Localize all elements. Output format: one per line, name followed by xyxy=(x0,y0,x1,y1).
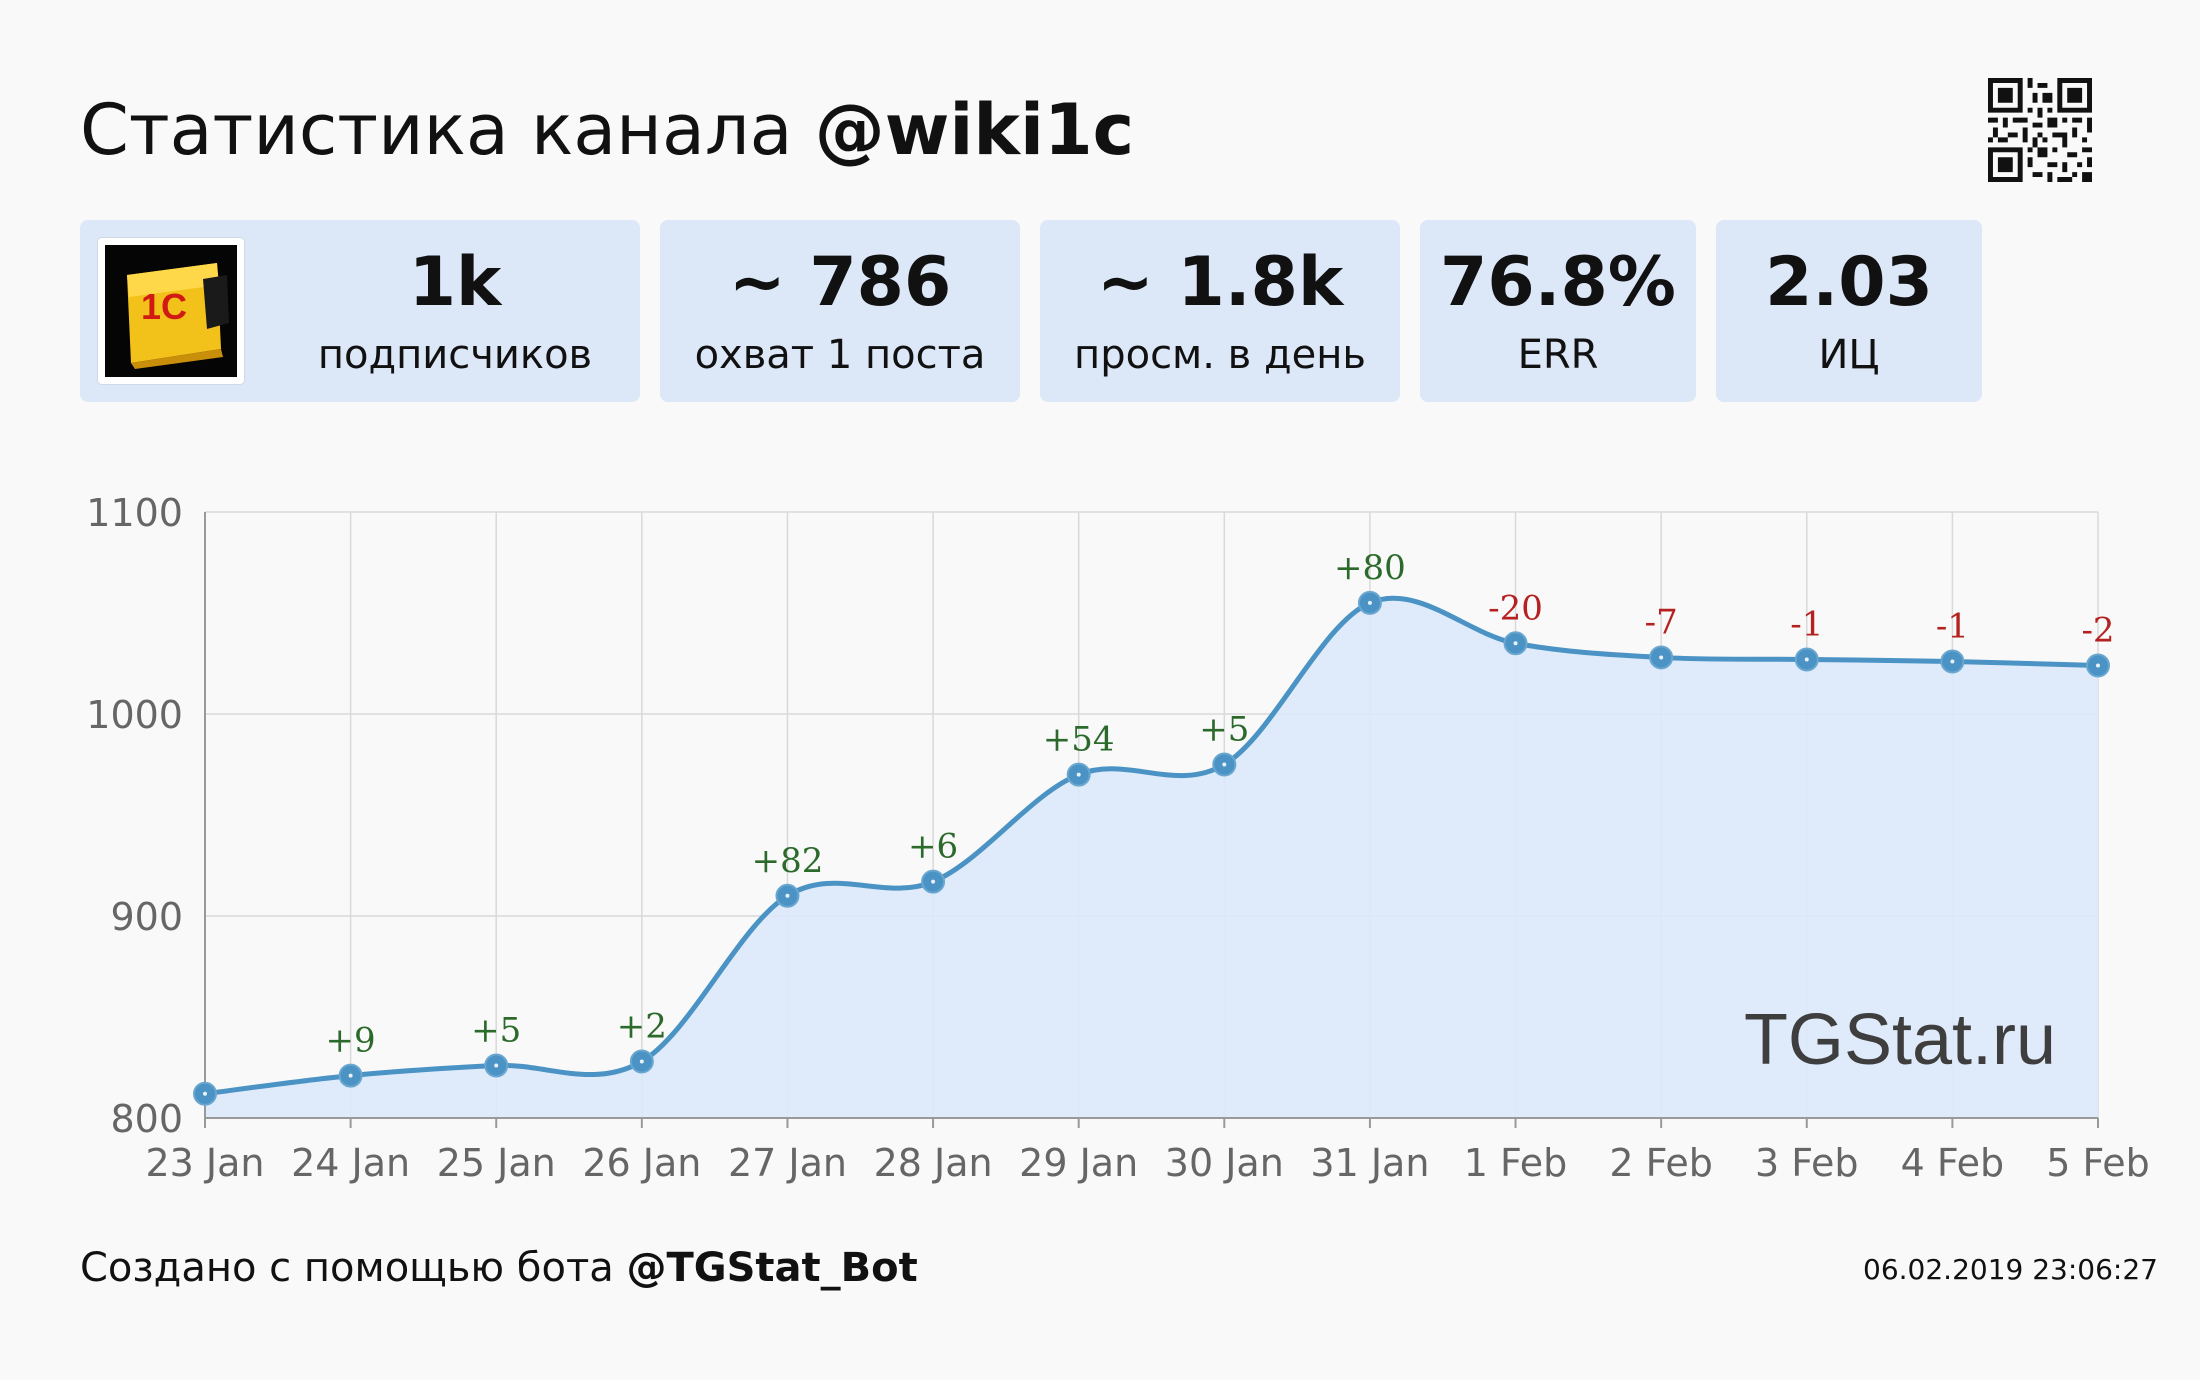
data-label: +9 xyxy=(326,1021,376,1061)
chart-points xyxy=(193,590,2110,1106)
qr-code-icon xyxy=(1988,78,2092,182)
data-label: +80 xyxy=(1334,548,1406,588)
data-label: +82 xyxy=(752,841,824,881)
x-tick-label: 4 Feb xyxy=(1901,1141,2005,1185)
x-tick-label: 27 Jan xyxy=(728,1141,847,1185)
stat-card-reach: ~ 786 охват 1 поста xyxy=(660,220,1020,402)
footer-credit: Создано с помощью бота @TGStat_Bot xyxy=(80,1240,918,1296)
x-tick-label: 3 Feb xyxy=(1755,1141,1859,1185)
stat-value: ~ 1.8k xyxy=(1096,243,1344,322)
stat-value: 1k xyxy=(408,243,502,322)
x-tick-label: 23 Jan xyxy=(145,1141,264,1185)
stat-value: 76.8% xyxy=(1440,243,1676,322)
data-label: -1 xyxy=(1790,604,1823,644)
y-tick-label: 1100 xyxy=(86,491,183,535)
channel-avatar: 1С xyxy=(98,238,244,384)
chart-annotations: +9 +5 +2 +82 +6 +54 +5 +80 -20 -7 -1 -1 -2 xyxy=(326,548,2115,1061)
stat-card-citation-index: 2.03 ИЦ xyxy=(1716,220,1982,402)
data-label: -20 xyxy=(1488,588,1543,628)
subscribers-chart: 23 Jan 24 Jan 25 Jan 26 Jan 27 Jan 28 Jan 29 J… xyxy=(86,491,2149,1185)
data-label: +54 xyxy=(1043,720,1115,760)
data-label: -1 xyxy=(1936,606,1969,646)
x-tick-label: 30 Jan xyxy=(1165,1141,1284,1185)
data-label: +6 xyxy=(908,827,958,867)
watermark: TGStat.ru xyxy=(1744,1000,2056,1080)
x-tick-label: 26 Jan xyxy=(582,1141,701,1185)
chart-area xyxy=(205,598,2098,1118)
x-tick-label: 29 Jan xyxy=(1019,1141,1138,1185)
y-tick-label: 900 xyxy=(110,895,183,939)
x-tick-label: 5 Feb xyxy=(2046,1141,2150,1185)
y-tick-label: 1000 xyxy=(86,693,183,737)
data-label: +5 xyxy=(471,1010,521,1050)
stat-card-subscribers: 1С 1k подписчиков xyxy=(80,220,640,402)
timestamp: 06.02.2019 23:06:27 xyxy=(1863,1253,2158,1286)
stat-card-daily-views: ~ 1.8k просм. в день xyxy=(1040,220,1400,402)
stat-label: ИЦ xyxy=(1818,332,1880,378)
logo-text: 1С xyxy=(141,286,187,327)
stat-value: ~ 786 xyxy=(728,243,952,322)
stat-value: 2.03 xyxy=(1765,243,1933,322)
footer-created-with: Создано с помощью бота xyxy=(80,1245,614,1291)
data-label: -7 xyxy=(1645,602,1678,642)
stat-label: ERR xyxy=(1517,332,1599,378)
channel-name: @wiki1c xyxy=(814,89,1135,171)
x-tick-label: 25 Jan xyxy=(437,1141,556,1185)
chart-line xyxy=(204,595,2099,1097)
x-tick-label: 28 Jan xyxy=(874,1141,993,1185)
data-label: +5 xyxy=(1199,710,1249,750)
title-prefix: Статистика канала xyxy=(80,89,793,171)
data-label: +2 xyxy=(617,1006,667,1046)
footer-bot-link[interactable]: @TGStat_Bot xyxy=(626,1245,918,1291)
stat-card-err: 76.8% ERR xyxy=(1420,220,1696,402)
stat-label: подписчиков xyxy=(317,332,593,378)
chart-axes: 23 Jan 24 Jan 25 Jan 26 Jan 27 Jan 28 Jan 29 J… xyxy=(86,491,2149,1185)
y-tick-label: 800 xyxy=(110,1097,183,1141)
stat-label: просм. в день xyxy=(1074,332,1366,378)
x-tick-label: 24 Jan xyxy=(291,1141,410,1185)
x-tick-label: 2 Feb xyxy=(1609,1141,1713,1185)
x-tick-label: 31 Jan xyxy=(1310,1141,1429,1185)
page-title: Статистика канала @wiki1c xyxy=(80,80,1134,180)
x-tick-label: 1 Feb xyxy=(1464,1141,1568,1185)
1c-logo-icon: 1С xyxy=(105,245,237,377)
stat-label: охват 1 поста xyxy=(694,332,986,378)
data-label: -2 xyxy=(2081,611,2114,651)
